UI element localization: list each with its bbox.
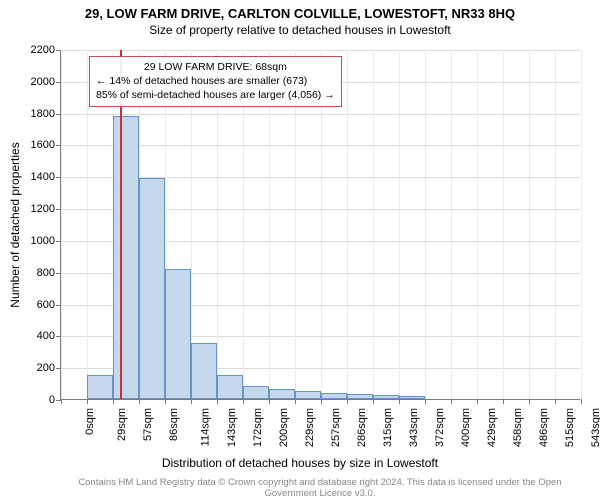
xtick-mark — [191, 399, 192, 404]
grid-line-v — [61, 50, 62, 399]
xtick-mark — [477, 399, 478, 404]
xtick-label: 515sqm — [564, 408, 576, 447]
xtick-label: 257sqm — [330, 408, 342, 447]
xtick-label: 29sqm — [116, 408, 128, 441]
ytick-label: 1000 — [15, 235, 55, 247]
chart-footer: Contains HM Land Registry data © Crown c… — [60, 477, 580, 499]
ytick-label: 1600 — [15, 139, 55, 151]
histogram-bar — [191, 343, 217, 399]
annotation-box: 29 LOW FARM DRIVE: 68sqm ← 14% of detach… — [89, 56, 342, 107]
xtick-label: 543sqm — [590, 408, 600, 447]
chart-subtitle: Size of property relative to detached ho… — [0, 21, 600, 37]
xtick-mark — [425, 399, 426, 404]
xtick-mark — [555, 399, 556, 404]
histogram-bar — [139, 178, 165, 399]
xtick-mark — [269, 399, 270, 404]
xtick-mark — [373, 399, 374, 404]
xtick-mark — [113, 399, 114, 404]
histogram-bar — [269, 389, 295, 399]
ytick-label: 800 — [15, 267, 55, 279]
xtick-mark — [165, 399, 166, 404]
xtick-mark — [529, 399, 530, 404]
xtick-label: 315sqm — [382, 408, 394, 447]
annotation-line3: 85% of semi-detached houses are larger (… — [96, 88, 335, 102]
ytick-label: 1200 — [15, 203, 55, 215]
xtick-mark — [217, 399, 218, 404]
grid-line-v — [477, 50, 478, 399]
plot-area: 29 LOW FARM DRIVE: 68sqm ← 14% of detach… — [60, 50, 580, 400]
xtick-label: 114sqm — [199, 408, 211, 446]
xtick-mark — [581, 399, 582, 404]
xtick-label: 343sqm — [408, 408, 420, 447]
annotation-line1: 29 LOW FARM DRIVE: 68sqm — [96, 60, 335, 74]
histogram-bar — [295, 391, 321, 399]
annotation-line2: ← 14% of detached houses are smaller (67… — [96, 74, 335, 88]
xtick-label: 143sqm — [226, 408, 238, 447]
ytick-label: 1400 — [15, 171, 55, 183]
xtick-mark — [451, 399, 452, 404]
histogram-bar — [373, 395, 399, 399]
xtick-label: 0sqm — [84, 408, 96, 435]
histogram-bar — [165, 269, 191, 399]
ytick-label: 2000 — [15, 76, 55, 88]
xtick-mark — [503, 399, 504, 404]
xtick-label: 286sqm — [356, 408, 368, 447]
chart-title: 29, LOW FARM DRIVE, CARLTON COLVILLE, LO… — [0, 0, 600, 21]
xtick-mark — [139, 399, 140, 404]
y-axis-label: Number of detached properties — [8, 142, 22, 307]
grid-line-v — [399, 50, 400, 399]
histogram-bar — [243, 386, 269, 399]
grid-line-v — [581, 50, 582, 399]
xtick-mark — [347, 399, 348, 404]
histogram-bar — [399, 396, 425, 399]
grid-line-v — [347, 50, 348, 399]
xtick-label: 400sqm — [460, 408, 472, 447]
grid-line-v — [451, 50, 452, 399]
xtick-mark — [61, 399, 62, 404]
xtick-mark — [399, 399, 400, 404]
grid-line-v — [503, 50, 504, 399]
ytick-label: 1800 — [15, 108, 55, 120]
ytick-label: 600 — [15, 299, 55, 311]
grid-line-v — [373, 50, 374, 399]
xtick-label: 57sqm — [142, 408, 154, 441]
ytick-label: 200 — [15, 362, 55, 374]
ytick-label: 0 — [15, 394, 55, 406]
ytick-label: 2200 — [15, 44, 55, 56]
xtick-mark — [243, 399, 244, 404]
histogram-bar — [321, 393, 347, 399]
xtick-label: 458sqm — [512, 408, 524, 447]
xtick-label: 86sqm — [168, 408, 180, 441]
xtick-label: 372sqm — [434, 408, 446, 447]
xtick-label: 486sqm — [538, 408, 550, 447]
xtick-label: 429sqm — [486, 408, 498, 447]
grid-line-v — [425, 50, 426, 399]
histogram-bar — [347, 394, 373, 399]
xtick-label: 229sqm — [304, 408, 316, 447]
ytick-label: 400 — [15, 330, 55, 342]
xtick-label: 200sqm — [278, 408, 290, 447]
grid-line-v — [529, 50, 530, 399]
histogram-bar — [113, 116, 139, 399]
xtick-label: 172sqm — [252, 408, 264, 447]
grid-line-v — [87, 50, 88, 399]
x-axis-label: Distribution of detached houses by size … — [0, 456, 600, 470]
grid-line-v — [555, 50, 556, 399]
chart-container: { "chart": { "type": "histogram", "title… — [0, 0, 600, 500]
xtick-mark — [321, 399, 322, 404]
xtick-mark — [87, 399, 88, 404]
histogram-bar — [87, 375, 113, 399]
histogram-bar — [217, 375, 243, 399]
xtick-mark — [295, 399, 296, 404]
